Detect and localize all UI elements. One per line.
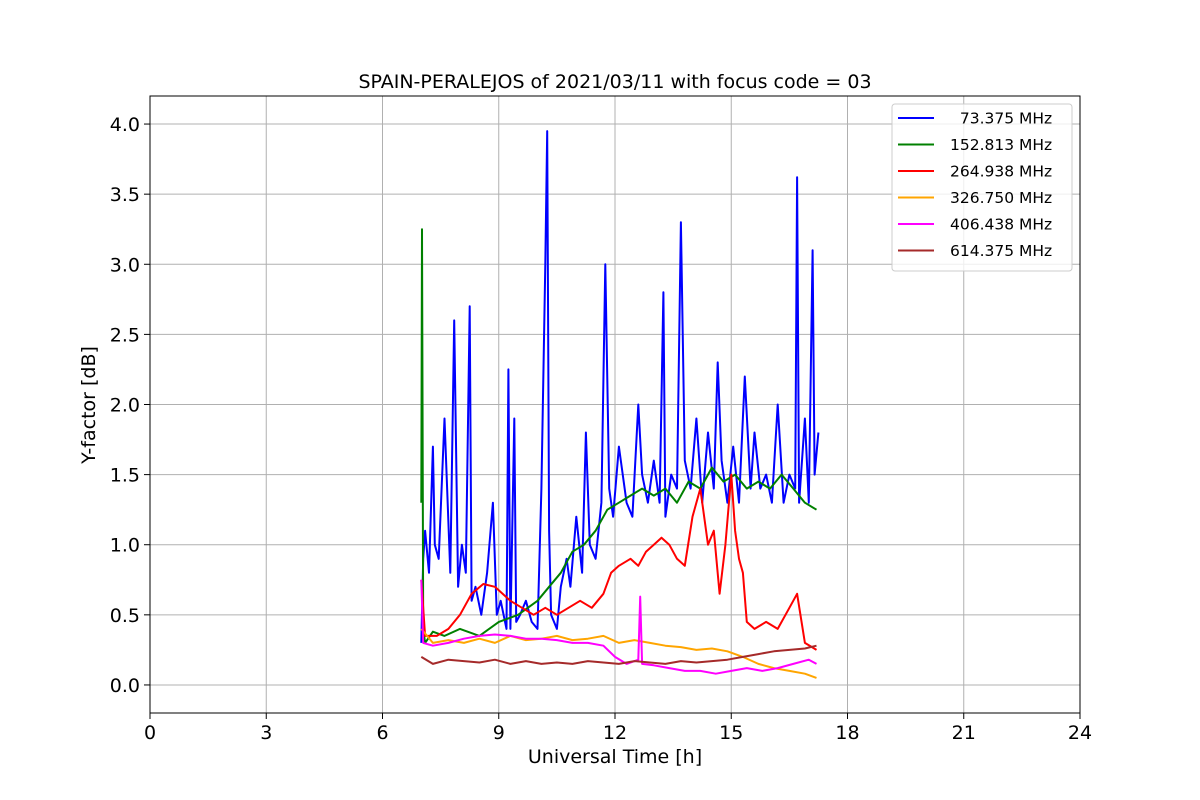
legend-entry: 406.438 MHz <box>950 216 1052 234</box>
legend: 73.375 MHz 152.813 MHz 264.938 MHz 326.750 … <box>891 103 1073 272</box>
y-tick-label: 2.5 <box>110 324 140 346</box>
y-tick-label: 1.0 <box>110 535 140 557</box>
y-tick-label: 0.5 <box>110 605 140 627</box>
series-line-4 <box>420 628 817 679</box>
y-tick-label: 2.0 <box>110 395 140 417</box>
y-tick-label: 0.0 <box>110 675 140 697</box>
x-tick-label: 15 <box>719 722 743 744</box>
series-line-2 <box>420 228 818 644</box>
y-tick-label: 1.5 <box>110 465 140 487</box>
y-tick-label: 4.0 <box>110 114 140 136</box>
legend-entry: 264.938 MHz <box>950 163 1052 181</box>
legend-box <box>891 103 1073 272</box>
x-axis-label: Universal Time [h] <box>528 746 702 768</box>
series-line-5 <box>420 579 817 675</box>
y-axis: 0.0 0.5 1.0 1.5 2.0 2.5 3.0 3.5 4.0 <box>110 114 150 697</box>
x-tick-label: 12 <box>603 722 627 744</box>
x-axis: 0 3 6 9 12 15 18 21 24 <box>144 713 1092 744</box>
legend-entry: 73.375 MHz <box>950 110 1052 128</box>
x-tick-label: 3 <box>260 722 272 744</box>
y-axis-label: Y-factor [dB] <box>78 346 100 465</box>
series-layer <box>420 130 820 679</box>
x-tick-label: 24 <box>1068 722 1092 744</box>
y-tick-label: 3.5 <box>110 184 140 206</box>
x-tick-label: 0 <box>144 722 156 744</box>
series-line-3 <box>420 473 818 651</box>
x-tick-label: 21 <box>952 722 976 744</box>
x-tick-label: 18 <box>835 722 859 744</box>
legend-entry: 326.750 MHz <box>950 189 1052 207</box>
x-tick-label: 9 <box>493 722 505 744</box>
chart-title: SPAIN-PERALEJOS of 2021/03/11 with focus… <box>358 71 871 93</box>
legend-entry: 152.813 MHz <box>950 136 1052 154</box>
legend-entry: 614.375 MHz <box>950 242 1052 260</box>
x-tick-label: 6 <box>376 722 388 744</box>
series-line-6 <box>420 644 817 665</box>
y-tick-label: 3.0 <box>110 254 140 276</box>
